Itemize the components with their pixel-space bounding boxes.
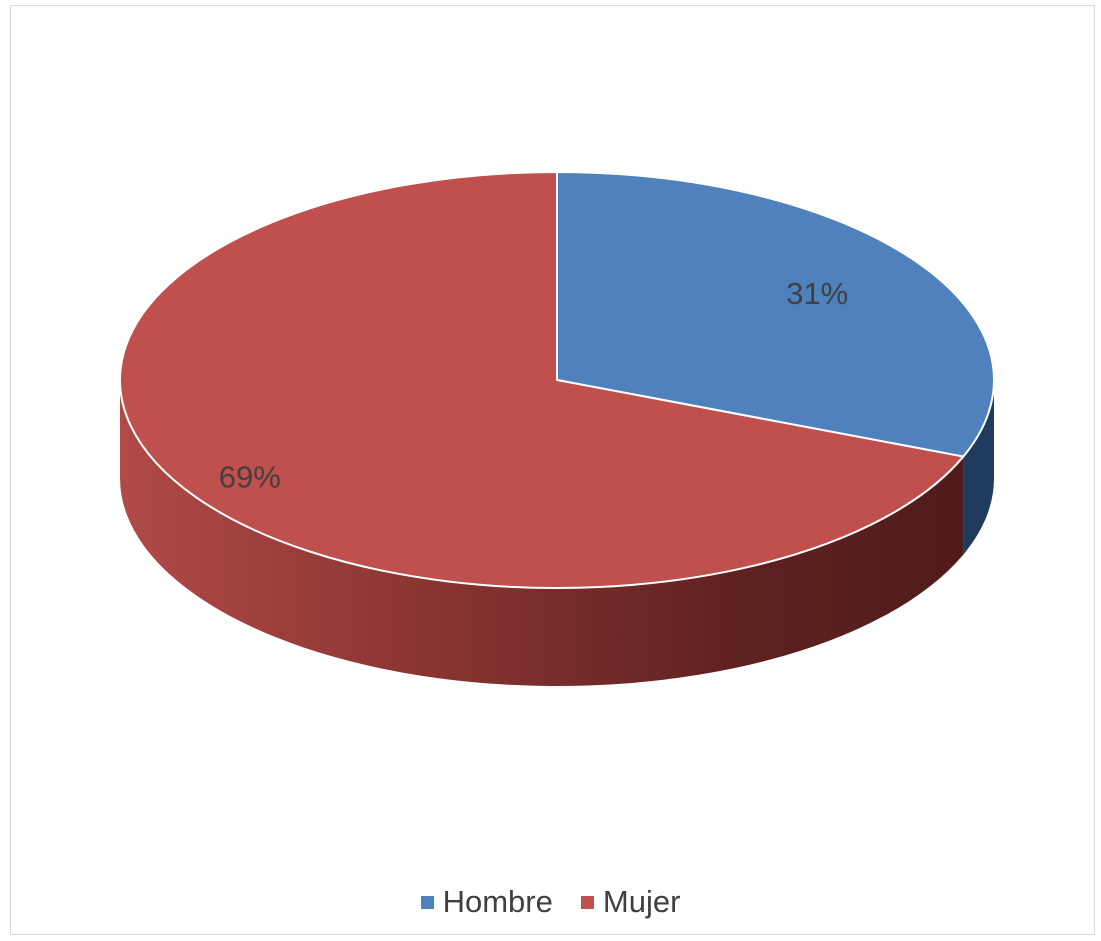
pie-side-mujer: [120, 380, 964, 686]
pie-data-labels: 31% 69%: [219, 276, 848, 495]
pie-side-hombre: [963, 380, 994, 555]
legend-item-mujer: Mujer: [580, 884, 681, 920]
legend-label-mujer: Mujer: [602, 884, 681, 919]
legend-label-hombre: Hombre: [442, 884, 553, 919]
data-label-hombre: 31%: [786, 276, 848, 311]
legend-swatch-hombre: [420, 895, 434, 909]
legend: Hombre Mujer: [0, 884, 1101, 920]
pie-sides: [120, 380, 994, 686]
pie-slice-mujer: [119, 171, 965, 589]
legend-item-hombre: Hombre: [420, 884, 553, 920]
pie-tops: [119, 171, 995, 589]
pie-cut-face: [963, 452, 967, 555]
pie-slice-hombre: [556, 171, 995, 458]
legend-swatch-mujer: [580, 895, 594, 909]
data-label-mujer: 69%: [219, 460, 281, 495]
